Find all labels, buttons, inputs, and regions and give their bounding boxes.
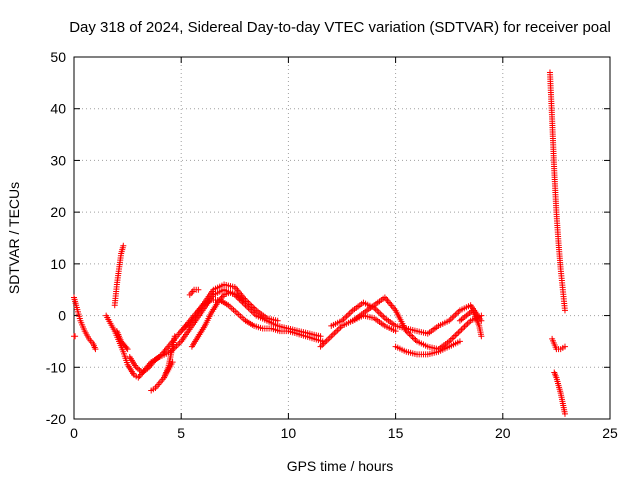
y-tick-label: 30 bbox=[50, 152, 66, 168]
series-arc-b3 bbox=[178, 281, 281, 335]
x-axis-label: GPS time / hours bbox=[287, 458, 394, 474]
series-arc-h2 bbox=[549, 335, 568, 353]
x-tick-label: 25 bbox=[602, 425, 618, 441]
series-arc-f3 bbox=[349, 312, 399, 335]
x-tick-label: 0 bbox=[70, 425, 78, 441]
series-arc-b4 bbox=[188, 289, 247, 350]
marker-plus bbox=[549, 335, 568, 353]
series-arc-d2 bbox=[161, 333, 178, 381]
y-axis: -20 -10 0 10 20 30 40 50 bbox=[46, 49, 610, 427]
y-tick-label: 20 bbox=[50, 204, 66, 220]
y-tick-label: 40 bbox=[50, 101, 66, 117]
marker-plus bbox=[161, 333, 178, 381]
marker-plus bbox=[188, 289, 247, 350]
x-tick-label: 15 bbox=[388, 425, 404, 441]
y-tick-label: 0 bbox=[58, 308, 66, 324]
marker-plus bbox=[551, 369, 568, 417]
y-tick-label: 10 bbox=[50, 256, 66, 272]
marker-plus bbox=[349, 312, 399, 335]
series-arc-c bbox=[111, 242, 127, 309]
marker-plus bbox=[186, 286, 202, 298]
marker-plus bbox=[328, 299, 485, 337]
series-arc-a bbox=[71, 294, 99, 353]
marker-plus bbox=[317, 294, 485, 353]
y-tick-label: -20 bbox=[46, 411, 66, 427]
series-arc-g bbox=[392, 338, 463, 358]
y-tick-label: 50 bbox=[50, 49, 66, 65]
series-arc-c2 bbox=[113, 328, 131, 353]
series-arc-g2 bbox=[456, 307, 485, 340]
marker-plus bbox=[178, 281, 281, 335]
series-arc-h bbox=[546, 69, 568, 314]
plot-frame bbox=[73, 56, 611, 420]
marker-plus bbox=[71, 294, 99, 353]
marker-plus bbox=[126, 297, 326, 376]
y-axis-label: SDTVAR / TECUs bbox=[6, 182, 22, 294]
series-arc-f bbox=[317, 294, 485, 353]
series-arc-a2 bbox=[71, 333, 79, 340]
marker-plus bbox=[456, 307, 485, 340]
data-points bbox=[71, 69, 568, 417]
x-tick-label: 5 bbox=[177, 425, 185, 441]
series-arc-b2 bbox=[126, 297, 326, 376]
x-tick-label: 10 bbox=[281, 425, 297, 441]
x-axis: 0 5 10 15 20 25 bbox=[70, 57, 618, 441]
chart-title: Day 318 of 2024, Sidereal Day-to-day VTE… bbox=[69, 19, 611, 36]
marker-plus bbox=[113, 328, 131, 353]
marker-plus bbox=[111, 242, 127, 309]
marker-plus bbox=[546, 69, 568, 314]
marker-plus bbox=[392, 338, 463, 358]
series-arc-e bbox=[186, 286, 202, 298]
y-tick-label: -10 bbox=[46, 359, 66, 375]
x-tick-label: 20 bbox=[495, 425, 511, 441]
grid-lines bbox=[74, 57, 610, 419]
marker-plus bbox=[71, 333, 79, 340]
series-arc-f2 bbox=[328, 299, 485, 337]
series-arc-h3 bbox=[551, 369, 568, 417]
